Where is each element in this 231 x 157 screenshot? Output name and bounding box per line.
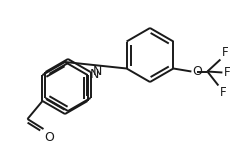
Text: F: F [222, 66, 229, 79]
Text: F: F [219, 87, 225, 100]
Text: O: O [191, 65, 201, 78]
Text: N: N [89, 68, 98, 81]
Text: O: O [44, 131, 54, 144]
Text: N: N [92, 65, 101, 78]
Text: F: F [220, 46, 227, 59]
